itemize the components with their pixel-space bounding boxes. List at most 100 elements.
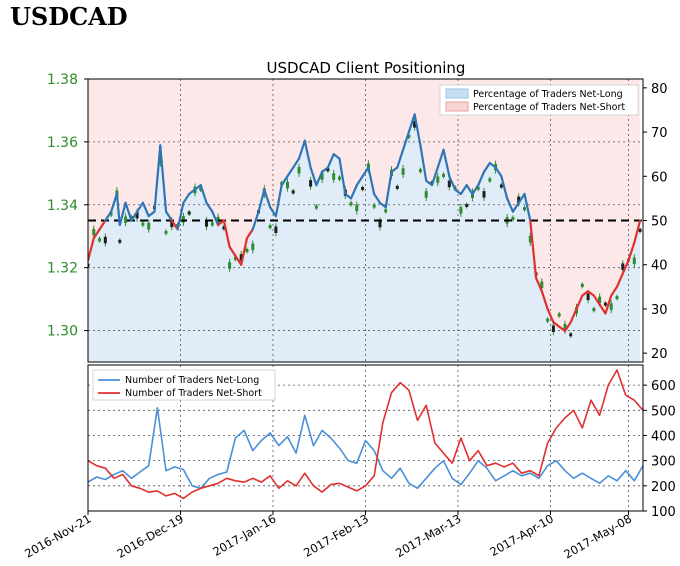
price-candle xyxy=(309,180,313,187)
price-candle xyxy=(632,257,636,265)
area-fills xyxy=(88,79,641,362)
net-long-line-segment xyxy=(506,197,515,213)
price-candle xyxy=(332,173,336,180)
price-candle xyxy=(407,134,411,138)
price-candle xyxy=(251,243,255,251)
chart-title: USDCAD Client Positioning xyxy=(267,59,466,77)
price-candle xyxy=(580,283,584,287)
price-candle xyxy=(118,239,122,243)
price-tick-label: 1.34 xyxy=(47,198,78,214)
price-candle xyxy=(361,187,365,190)
net-long-line-segment xyxy=(251,210,260,231)
price-candle xyxy=(103,236,107,244)
net-long-line-segment xyxy=(205,201,214,213)
price-candle xyxy=(638,228,642,232)
price-candle xyxy=(540,281,544,289)
price-candle xyxy=(378,220,382,228)
net-long-line-segment xyxy=(367,166,376,196)
count-tick-label: 400 xyxy=(651,429,676,444)
net-long-line-segment xyxy=(228,245,237,257)
net-long-line-segment xyxy=(401,130,410,151)
price-candle xyxy=(210,222,214,226)
net-long-line-segment xyxy=(199,184,208,204)
price-tick-label: 1.30 xyxy=(47,324,78,340)
price-candle xyxy=(326,168,330,172)
net-long-line-segment xyxy=(222,219,231,249)
net-long-line-segment xyxy=(615,272,624,288)
price-candle xyxy=(511,217,515,220)
price-candle xyxy=(239,254,243,261)
net-long-line-segment xyxy=(92,228,101,240)
net-long-line-segment xyxy=(459,184,468,196)
net-long-line-segment xyxy=(575,294,584,311)
net-long-line-segment xyxy=(586,290,595,297)
price-candle xyxy=(459,207,463,214)
net-long-line-segment xyxy=(569,307,578,324)
price-candle xyxy=(135,211,139,219)
net-long-line-segment xyxy=(477,170,486,187)
net-long-line-group xyxy=(88,113,642,333)
x-tick-label: 2016-Nov-21 xyxy=(22,511,93,560)
net-long-line-segment xyxy=(164,210,173,222)
price-candle xyxy=(274,226,278,233)
legend-swatch-short xyxy=(445,101,469,112)
top-legend: Percentage of Traders Net-Long Percentage… xyxy=(439,84,639,116)
price-candle xyxy=(205,220,208,227)
net-long-line-segment xyxy=(581,290,590,297)
legend-label-short-count: Number of Traders Net-Short xyxy=(125,388,262,399)
net-long-line-segment xyxy=(552,321,561,328)
price-candle xyxy=(482,191,486,198)
price-candle xyxy=(476,186,480,190)
page-title: USDCAD xyxy=(10,2,128,31)
price-candle xyxy=(98,238,102,242)
x-tick-label: 2017-Jan-16 xyxy=(210,511,278,558)
price-candle xyxy=(465,204,469,207)
price-candle xyxy=(551,325,555,332)
net-long-line-segment xyxy=(598,303,607,315)
net-long-line-segment xyxy=(257,188,266,213)
price-candle xyxy=(147,222,151,230)
price-candle xyxy=(436,176,440,183)
net-long-line-segment xyxy=(349,184,358,200)
net-long-line-segment xyxy=(176,201,185,231)
bottom-legend: Number of Traders Net-Long Number of Trad… xyxy=(92,369,276,401)
price-candle xyxy=(401,168,405,175)
net-long-line-segment xyxy=(88,237,95,262)
price-candle xyxy=(233,256,237,260)
net-long-line-segment xyxy=(471,184,480,196)
count-tick-label: 600 xyxy=(651,379,676,394)
price-candle xyxy=(598,296,602,304)
price-candle xyxy=(528,236,532,243)
price-candle xyxy=(92,229,96,236)
net-long-line-segment xyxy=(482,161,491,173)
price-candle xyxy=(124,216,128,223)
price-candle xyxy=(297,167,301,174)
net-long-line-segment xyxy=(269,206,277,218)
net-long-line-segment xyxy=(292,157,301,169)
net-long-line-segment xyxy=(425,179,434,187)
net-long-line-segment xyxy=(297,139,306,160)
price-candle xyxy=(170,220,174,228)
net-long-line-segment xyxy=(321,166,330,173)
net-long-line-segment xyxy=(373,192,382,204)
percent-tick-label: 40 xyxy=(651,259,668,274)
price-candle xyxy=(384,209,388,213)
net-long-line-segment xyxy=(118,201,127,227)
net-long-line-segment xyxy=(592,294,601,306)
percent-tick-label: 20 xyxy=(651,347,668,362)
net-long-line-segment xyxy=(384,170,393,209)
net-long-line-segment xyxy=(159,144,168,213)
net-long-line-segment xyxy=(436,148,445,169)
price-candle xyxy=(413,121,417,128)
net-long-line-segment xyxy=(136,201,145,213)
net-long-line-segment xyxy=(338,157,347,196)
percent-tick-label: 60 xyxy=(651,170,668,185)
net-long-line-segment xyxy=(610,285,619,297)
net-long-line-segment xyxy=(170,219,179,231)
price-candle xyxy=(372,204,376,208)
price-candle xyxy=(621,263,625,270)
x-tick-label: 2017-Mar-13 xyxy=(393,511,463,560)
net-long-line-segment xyxy=(315,170,324,187)
net-long-line-segment xyxy=(188,188,197,196)
price-candle xyxy=(291,190,295,194)
